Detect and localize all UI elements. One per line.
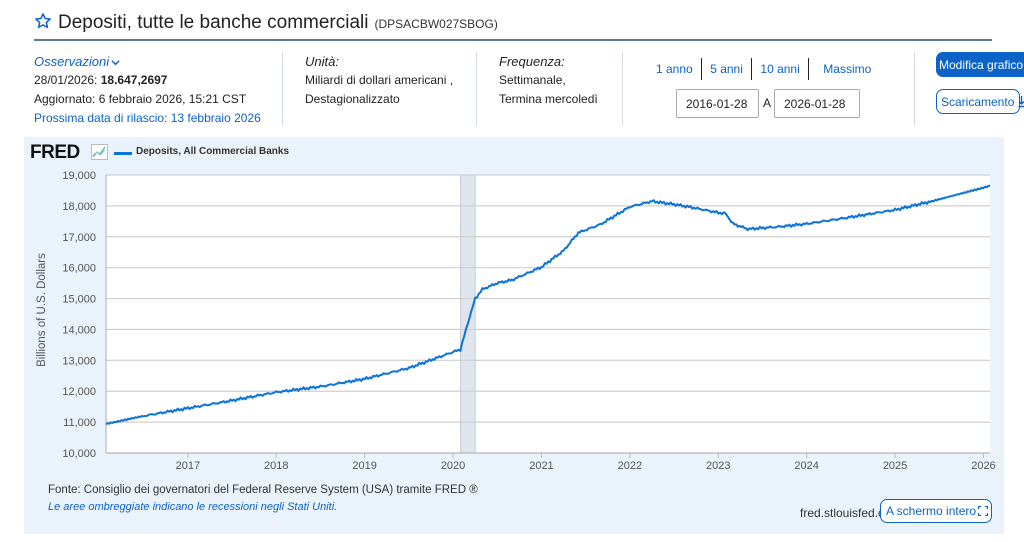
plot-area [106, 175, 990, 453]
series-id: (DPSACBW027SBOG) [374, 17, 498, 31]
y-axis-label: Billions of U.S. Dollars [36, 253, 48, 367]
range-separator [750, 58, 753, 80]
y-tick-label: 15,000 [62, 294, 96, 306]
observations-label: Osservazioni [34, 54, 110, 69]
frequency-detail: Termina mercoledì [499, 92, 598, 106]
end-date-input[interactable]: 2026-01-28 [774, 89, 860, 118]
range-5-years[interactable]: 5 anni [710, 62, 743, 76]
column-divider [282, 52, 283, 126]
frequency-value: Settimanale, [499, 73, 566, 87]
chevron-down-icon [111, 60, 120, 66]
x-tick-label: 2024 [794, 460, 818, 472]
title-row: Depositi, tutte le banche commerciali (D… [34, 10, 498, 34]
units-value: Miliardi di dollari americani , [305, 73, 454, 87]
legend-swatch [114, 152, 132, 155]
y-tick-label: 11,000 [63, 417, 96, 429]
x-tick-label: 2022 [618, 460, 642, 472]
y-tick-label: 12,000 [62, 386, 96, 398]
updated-timestamp: Aggiornato: 6 febbraio 2026, 15:21 CST [34, 92, 247, 106]
units-label: Unità: [305, 54, 339, 69]
y-tick-label: 10,000 [62, 448, 96, 460]
observations-panel: Osservazioni 28/01/2026: 18.647,2697 Agg… [34, 52, 261, 128]
fred-graph-icon [91, 144, 108, 160]
recession-note: Le aree ombreggiate indicano le recessio… [48, 501, 338, 513]
seasonal-adjustment: Destagionalizzato [305, 92, 400, 106]
x-tick-label: 2018 [264, 460, 288, 472]
frequency-label: Frequenza: [499, 54, 565, 69]
download-button[interactable]: Scaricamento [936, 89, 1020, 114]
observations-toggle[interactable]: Osservazioni [34, 52, 261, 71]
column-divider [914, 52, 915, 126]
source-note: Fonte: Consiglio dei governatori del Fed… [48, 484, 478, 496]
observation-value: 18.647,2697 [100, 73, 168, 87]
y-tick-label: 17,000 [62, 232, 96, 244]
range-separator [807, 58, 810, 80]
date-range-separator: A [763, 96, 772, 110]
range-max[interactable]: Massimo [823, 62, 872, 76]
fullscreen-button[interactable]: A schermo intero [880, 499, 992, 523]
y-tick-label: 16,000 [62, 263, 96, 275]
y-tick-label: 19,000 [62, 170, 96, 182]
column-divider [622, 52, 623, 126]
x-tick-label: 2026 [971, 460, 995, 472]
x-tick-label: 2017 [176, 460, 200, 472]
x-tick-label: 2019 [352, 460, 376, 472]
observation-date: 28/01/2026: [34, 73, 98, 87]
edit-graph-button[interactable]: Modifica grafico [936, 52, 1024, 77]
fred-url: fred.stlouisfed.o [800, 506, 885, 520]
x-tick-label: 2021 [529, 460, 553, 472]
next-release-link[interactable]: Prossima data di rilascio: 13 febbraio 2… [34, 111, 261, 125]
star-icon[interactable] [34, 12, 52, 30]
latest-observation: 28/01/2026: 18.647,2697 [34, 71, 261, 90]
range-separator [700, 58, 703, 80]
x-tick-label: 2025 [883, 460, 907, 472]
page-title: Depositi, tutte le banche commerciali [58, 12, 369, 33]
fullscreen-icon [978, 506, 989, 516]
fullscreen-label: A schermo intero [886, 504, 977, 518]
y-tick-label: 14,000 [62, 324, 96, 336]
fred-logo: FRED [30, 142, 80, 163]
recession-band [459, 174, 476, 454]
units-panel: Unità: Miliardi di dollari americani , D… [305, 52, 453, 109]
y-tick-label: 13,000 [62, 355, 96, 367]
frequency-panel: Frequenza: Settimanale, Termina mercoled… [499, 52, 598, 109]
x-tick-label: 2023 [706, 460, 730, 472]
range-presets: 1 anno 5 anni 10 anni Massimo [648, 58, 879, 80]
start-date-input[interactable]: 2016-01-28 [676, 89, 759, 118]
range-1-year[interactable]: 1 anno [656, 62, 693, 76]
title-divider [34, 39, 992, 41]
legend-label: Deposits, All Commercial Banks [136, 146, 290, 157]
x-tick-label: 2020 [441, 460, 465, 472]
y-tick-label: 18,000 [62, 201, 96, 213]
series-line [105, 184, 990, 426]
range-10-years[interactable]: 10 anni [760, 62, 800, 76]
column-divider [476, 52, 477, 126]
